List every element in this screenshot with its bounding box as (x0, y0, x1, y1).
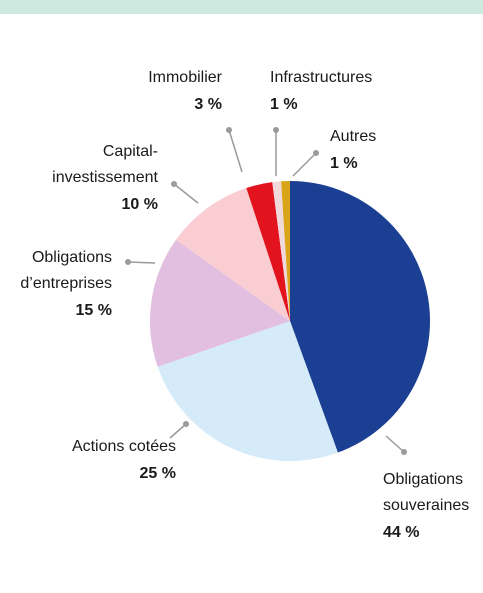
leader-line (169, 423, 187, 439)
label-line: d’entreprises (20, 275, 112, 292)
pie-slice (149, 239, 290, 367)
pie-slice (246, 182, 290, 321)
leader-dot (401, 449, 407, 455)
leader-line (292, 152, 317, 177)
leader-line (173, 183, 199, 204)
leader-line (228, 129, 243, 173)
label-line: Obligations (32, 249, 112, 266)
leader-line (127, 261, 156, 264)
top-band (0, 0, 483, 14)
label-line: souveraines (383, 497, 469, 514)
slice-label: Autres (330, 128, 376, 145)
slice-label: Actions cotées (72, 438, 176, 455)
leader-dot (313, 150, 319, 156)
label-line: Actions cotées (72, 438, 176, 455)
value-label: 25 % (140, 465, 176, 482)
pie-slice (157, 321, 338, 461)
leader-dot (183, 421, 189, 427)
pie-slice (175, 187, 290, 321)
label-line: Obligations (383, 471, 463, 488)
slice-label: Obligations d’entreprises (20, 249, 112, 292)
value-label: 10 % (122, 196, 158, 213)
value-label: 3 % (194, 96, 222, 113)
label-line: Immobilier (148, 69, 222, 86)
pie-slice (272, 181, 290, 321)
value-label: 1 % (270, 96, 298, 113)
label-line: Autres (330, 128, 376, 145)
value-label: 15 % (76, 302, 112, 319)
label-line: investissement (52, 169, 158, 186)
leader-dot (171, 181, 177, 187)
value-label: 44 % (383, 524, 419, 541)
slice-label: Immobilier (148, 69, 222, 86)
pie-slice (281, 181, 290, 321)
slice-label: Capital-investissement (52, 143, 158, 186)
label-line: Capital- (103, 143, 158, 160)
leader-line (385, 435, 405, 453)
slice-label: Infrastructures (270, 69, 372, 86)
value-label: 1 % (330, 155, 358, 172)
leader-dot (273, 127, 279, 133)
pie-slice (290, 181, 431, 453)
leader-dot (125, 259, 131, 265)
leader-dot (226, 127, 232, 133)
label-line: Infrastructures (270, 69, 372, 86)
slice-label: Obligations souveraines (383, 471, 469, 514)
